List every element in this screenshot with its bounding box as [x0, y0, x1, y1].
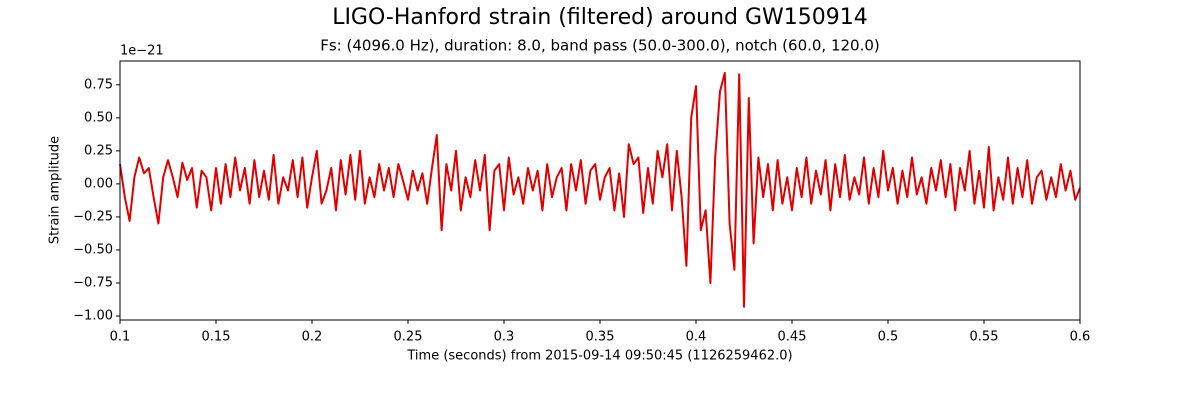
- chart-title: LIGO-Hanford strain (filtered) around GW…: [332, 5, 868, 30]
- x-tick-label: 0.25: [394, 330, 423, 345]
- x-tick-label: 0.6: [1070, 330, 1091, 345]
- y-tick-label: 0.25: [84, 143, 113, 158]
- x-tick-label: 0.5: [878, 330, 899, 345]
- x-tick-label: 0.35: [586, 330, 615, 345]
- y-tick-label: 0.00: [84, 176, 113, 191]
- y-offset-label: 1e−21: [120, 44, 164, 59]
- x-tick-label: 0.15: [202, 330, 231, 345]
- x-tick-label: 0.45: [778, 330, 807, 345]
- x-axis-label: Time (seconds) from 2015-09-14 09:50:45 …: [406, 349, 792, 364]
- x-tick-label: 0.3: [494, 330, 515, 345]
- y-tick-label: −0.50: [73, 242, 113, 257]
- y-tick-label: 0.75: [84, 77, 113, 92]
- chart-subtitle: Fs: (4096.0 Hz), duration: 8.0, band pas…: [320, 37, 880, 55]
- strain-line: [119, 71, 1081, 308]
- x-tick-label: 0.4: [686, 330, 707, 345]
- y-tick-label: −0.75: [73, 276, 113, 291]
- x-tick-label: 0.2: [302, 330, 323, 345]
- y-tick-label: 0.50: [84, 110, 113, 125]
- y-axis-label: Strain amplitude: [48, 136, 63, 244]
- y-tick-label: −1.00: [73, 309, 113, 324]
- y-tick-label: −0.25: [73, 209, 113, 224]
- x-tick-label: 0.1: [110, 330, 131, 345]
- plot-frame: [119, 60, 1081, 321]
- x-tick-label: 0.55: [970, 330, 999, 345]
